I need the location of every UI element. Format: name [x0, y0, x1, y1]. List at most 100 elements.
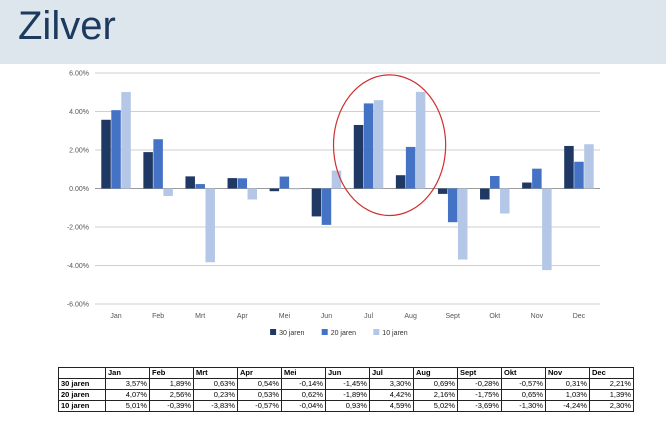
bar [363, 103, 374, 189]
table-header-cell: Sept [457, 367, 502, 379]
bar [237, 178, 248, 189]
table-cell: 0,69% [413, 378, 458, 390]
table-header-cell: Aug [413, 367, 458, 379]
y-tick-label: -6.00% [67, 302, 89, 309]
bar [532, 168, 542, 189]
bar [373, 100, 384, 189]
bar [405, 146, 416, 189]
table-row-label: 30 jaren [58, 378, 106, 390]
table-cell: -0,39% [149, 400, 194, 412]
table-cell: -0,14% [281, 378, 326, 390]
table-header-cell: Dec [589, 367, 634, 379]
table-cell: 0,62% [281, 389, 326, 401]
bar [205, 188, 215, 263]
x-tick-label: Aug [404, 313, 417, 320]
table-cell: 0,65% [501, 389, 546, 401]
table-cell: -3,69% [457, 400, 502, 412]
bar [311, 188, 322, 217]
x-tick-label: Mrt [195, 313, 205, 320]
bar [289, 188, 300, 190]
bar [185, 176, 195, 189]
table-cell: 1,03% [545, 389, 590, 401]
table-row-label: 10 jaren [58, 400, 106, 412]
bar [101, 119, 111, 189]
bar [500, 188, 510, 214]
legend-label: 10 jaren [382, 330, 407, 337]
table-header-cell: Jul [369, 367, 414, 379]
table-cell: 0,93% [325, 400, 370, 412]
x-tick-label: Jul [364, 313, 373, 320]
table-header-cell: Feb [149, 367, 194, 379]
bar [269, 188, 280, 192]
slide-title: Zilver [18, 4, 116, 48]
table-cell: 4,07% [105, 389, 150, 401]
table-cell: -0,57% [237, 400, 282, 412]
table-cell: 2,21% [589, 378, 634, 390]
bar [195, 184, 205, 189]
bar [227, 178, 238, 189]
y-tick-label: -2.00% [67, 225, 89, 232]
table-cell: -0,57% [501, 378, 546, 390]
y-tick-label: 2.00% [69, 148, 89, 155]
legend-swatch [373, 329, 380, 335]
table-cell: 4,42% [369, 389, 414, 401]
bar [121, 92, 131, 189]
table-cell: 1,89% [149, 378, 194, 390]
y-tick-label: 0.00% [69, 186, 89, 193]
table-cell: 2,30% [589, 400, 634, 412]
table-cell: 2,16% [413, 389, 458, 401]
table-header-cell: Jan [105, 367, 150, 379]
table-row: 10 jaren 5,01% -0,39% -3,83% -0,57% -0,0… [58, 400, 634, 412]
table-header-row: Jan Feb Mrt Apr Mei Jun Jul Aug Sept Okt… [58, 367, 634, 379]
x-tick-label: Jan [110, 313, 121, 320]
table-cell: 0,63% [193, 378, 238, 390]
y-tick-label: 6.00% [69, 71, 89, 78]
bar-chart: 6.00% 4.00% 2.00% 0.00% -2.00% -4.00% -6.00% Ja… [67, 71, 600, 337]
table-header-cell: Jun [325, 367, 370, 379]
table-row-label: 20 jaren [58, 389, 106, 401]
table-cell: 0,53% [237, 389, 282, 401]
table-cell: -3,83% [193, 400, 238, 412]
table-cell: -1,30% [501, 400, 546, 412]
table-cell: 5,01% [105, 400, 150, 412]
bar [247, 188, 258, 200]
table-cell: -0,04% [281, 400, 326, 412]
table-cell: 0,23% [193, 389, 238, 401]
bar [564, 145, 574, 189]
legend-label: 30 jaren [279, 330, 304, 337]
bar [574, 161, 584, 189]
bar [480, 188, 490, 200]
data-table: Jan Feb Mrt Apr Mei Jun Jul Aug Sept Okt… [58, 367, 634, 412]
table-corner-cell [58, 367, 106, 379]
table-cell: -1,89% [325, 389, 370, 401]
table-row: 20 jaren 4,07% 2,56% 0,23% 0,53% 0,62% -… [58, 389, 634, 401]
bar [353, 124, 364, 189]
table-header-cell: Nov [545, 367, 590, 379]
bar [415, 91, 426, 189]
bar [490, 175, 500, 189]
highlight-circle [332, 74, 447, 217]
y-tick-label: 4.00% [69, 109, 89, 116]
table-cell: -4,24% [545, 400, 590, 412]
x-tick-label: Mei [279, 313, 291, 320]
table-cell: -1,45% [325, 378, 370, 390]
bar [584, 144, 594, 189]
bar [457, 188, 468, 260]
bar [143, 152, 153, 189]
x-tick-label: Nov [531, 313, 544, 320]
table-cell: -0,28% [457, 378, 502, 390]
legend-swatch [321, 329, 328, 335]
table-row: 30 jaren 3,57% 1,89% 0,63% 0,54% -0,14% … [58, 378, 634, 390]
bar [542, 188, 552, 271]
x-tick-label: Jun [321, 313, 332, 320]
x-tick-label: Okt [489, 313, 500, 320]
table-cell: 1,39% [589, 389, 634, 401]
bar [437, 188, 448, 194]
table-cell: 4,59% [369, 400, 414, 412]
legend-label: 20 jaren [331, 330, 356, 337]
x-tick-label: Sept [446, 313, 460, 320]
table-cell: 2,56% [149, 389, 194, 401]
title-band: Zilver [0, 0, 666, 64]
bar [447, 188, 458, 223]
table-header-cell: Apr [237, 367, 282, 379]
